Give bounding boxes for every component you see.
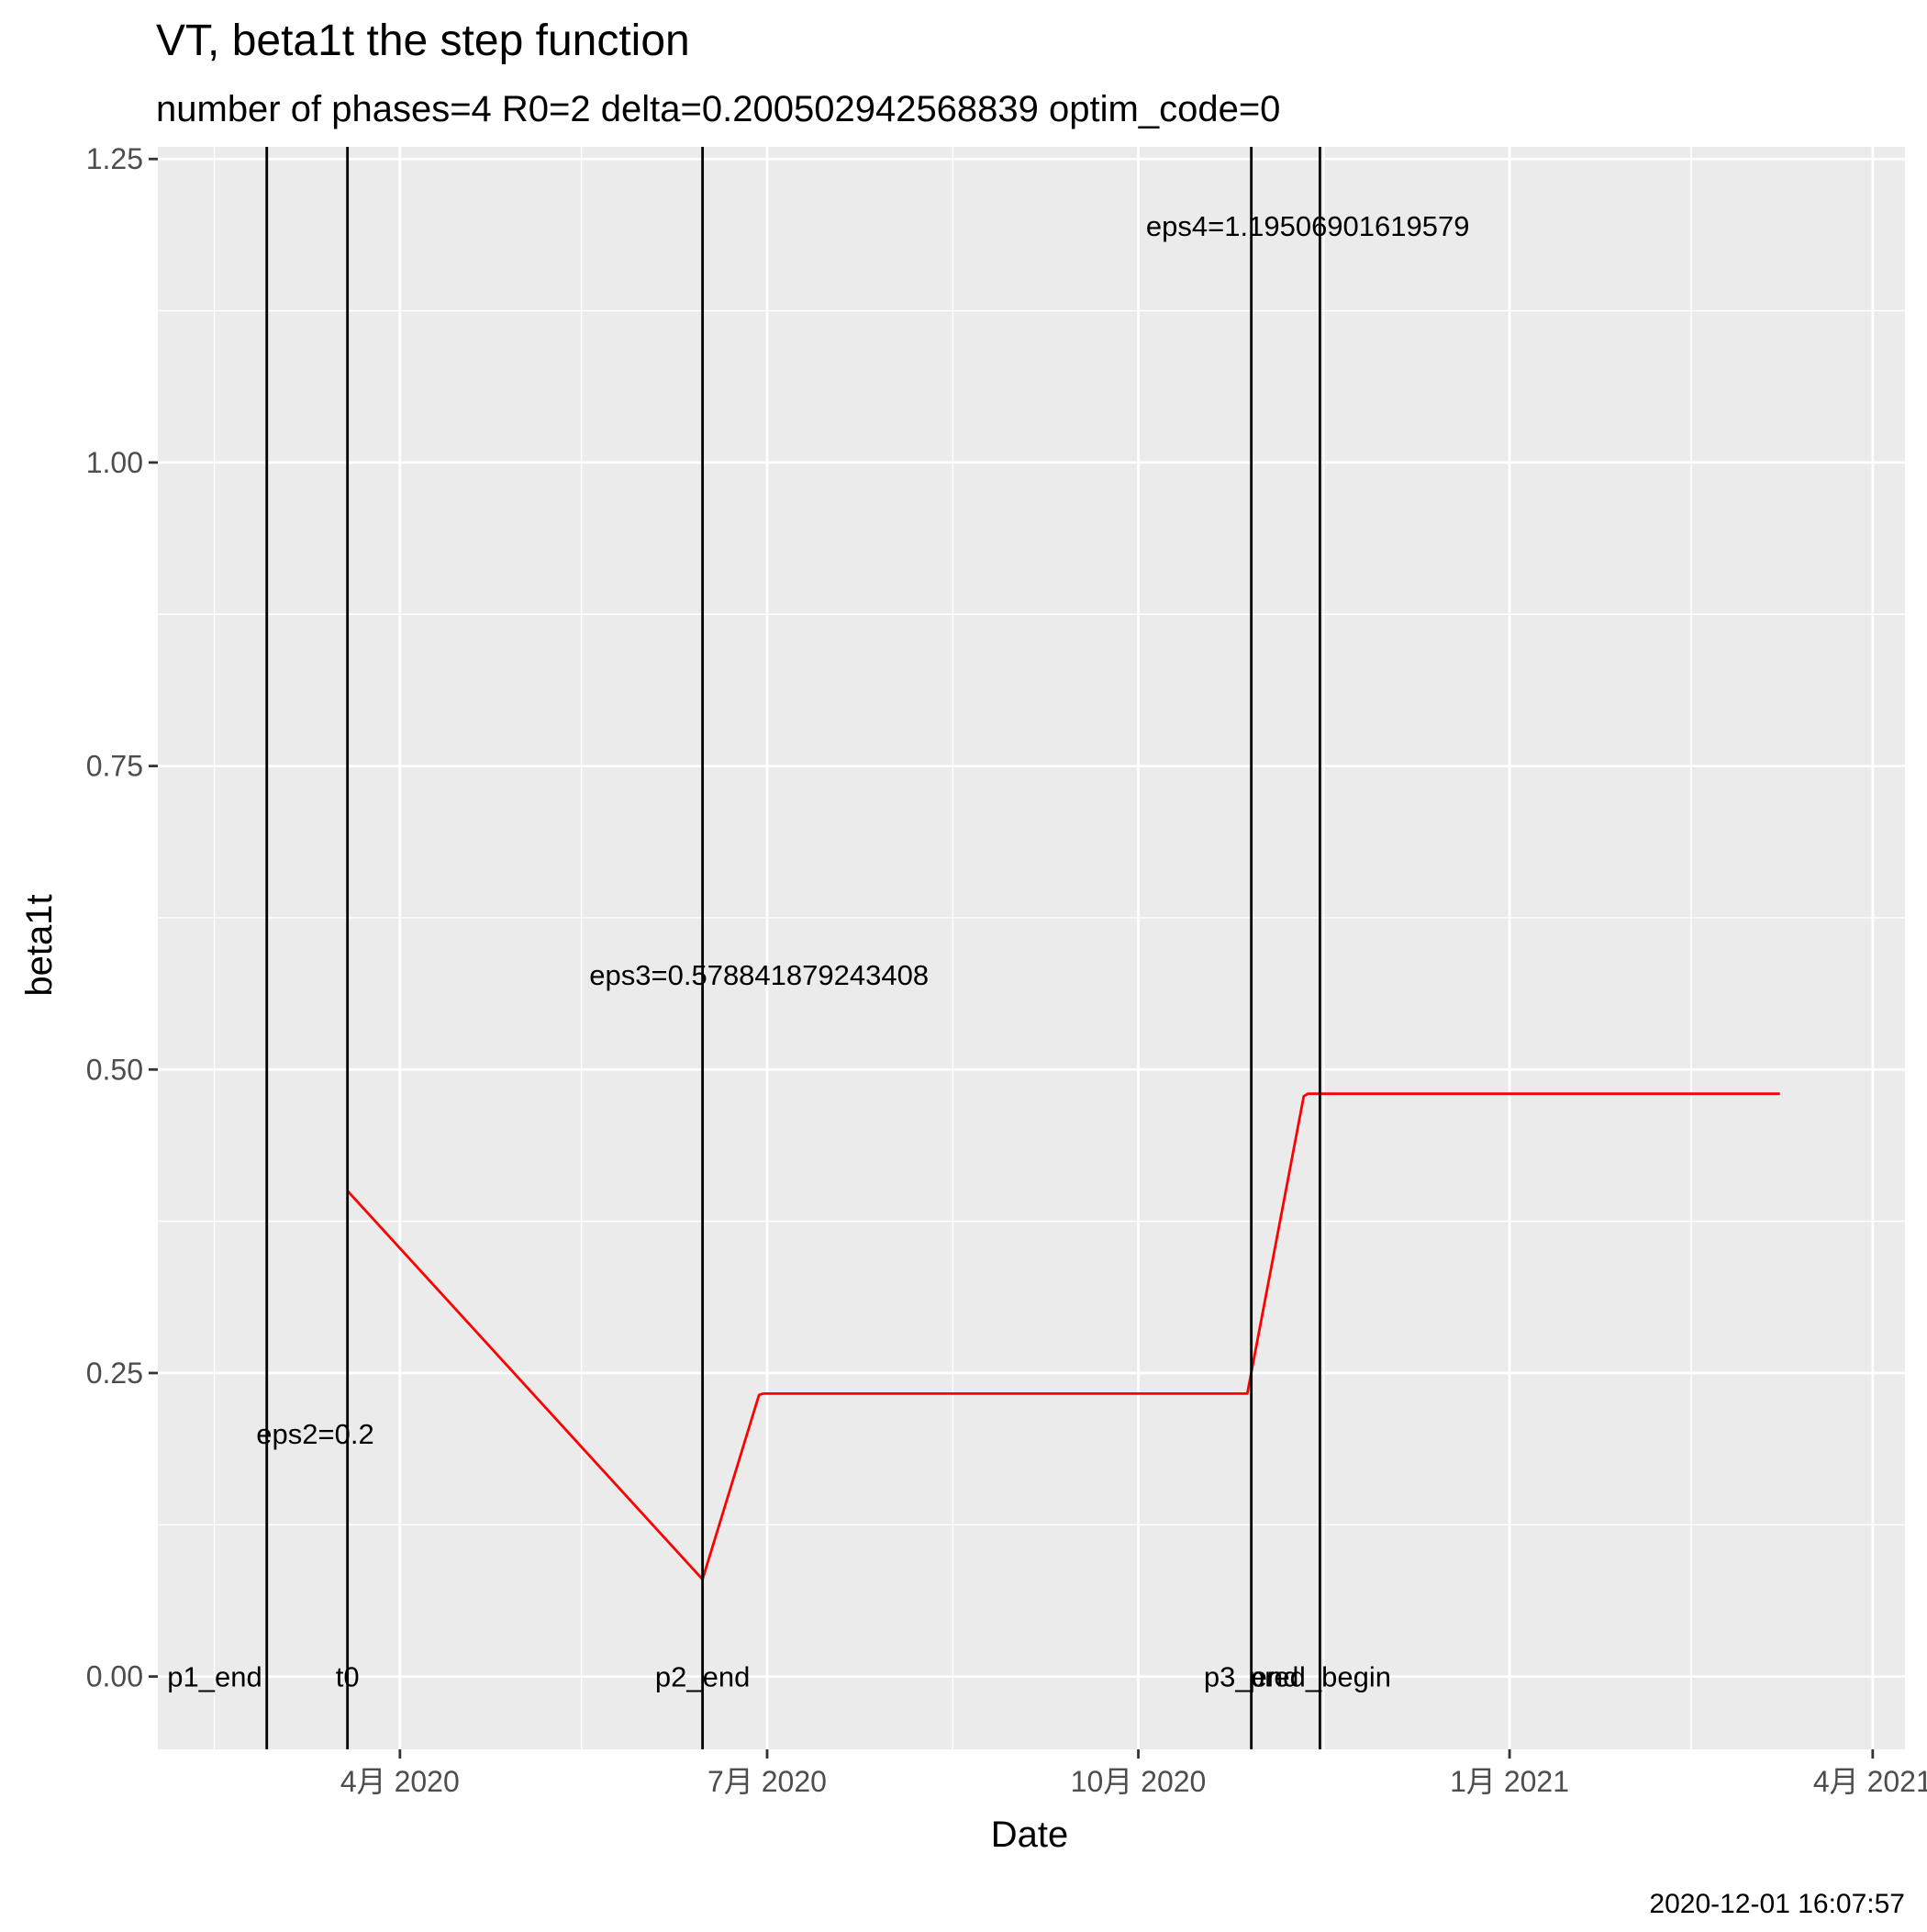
- vline-label: t0: [336, 1661, 360, 1693]
- chart-title: VT, beta1t the step function: [156, 17, 690, 65]
- x-tick-label: 7月 2020: [707, 1765, 827, 1798]
- y-tick-label: 0.50: [86, 1053, 143, 1086]
- series-layer: [346, 1092, 1780, 1581]
- y-tick-label: 0.25: [86, 1357, 143, 1390]
- y-axis: 0.00 0.25 0.50 0.75 1.00 1.25: [86, 142, 158, 1693]
- y-tick-label: 0.00: [86, 1660, 143, 1693]
- chart-subtitle: number of phases=4 R0=2 delta=0.20050294…: [156, 89, 1280, 129]
- x-tick-label: 1月 2021: [1450, 1765, 1569, 1798]
- y-tick-label: 0.75: [86, 750, 143, 783]
- x-tick-label: 10月 2020: [1071, 1765, 1207, 1798]
- vline-label: p2_end: [655, 1661, 750, 1693]
- y-axis-title: beta1t: [19, 894, 60, 996]
- x-axis: 4月 2020 7月 2020 10月 2020 1月 2021 4月 2021: [340, 1749, 1927, 1798]
- vline-label: pred_begin: [1249, 1661, 1391, 1693]
- grid-major: [158, 147, 1905, 1749]
- plot-caption: 2020-12-01 16:07:57: [1649, 1889, 1905, 1919]
- eps-annotation: eps4=1.19506901619579: [1146, 210, 1470, 242]
- eps-annotation: eps2=0.2: [256, 1418, 373, 1450]
- y-tick-label: 1.25: [86, 142, 143, 175]
- y-tick-label: 1.00: [86, 446, 143, 479]
- vline-label: p1_end: [167, 1661, 262, 1693]
- series-line: [346, 1092, 1780, 1581]
- x-tick-label: 4月 2021: [1813, 1765, 1927, 1798]
- annotation-layer: eps2=0.2 eps3=0.578841879243408 eps4=1.195…: [256, 210, 1469, 1450]
- plot-panel: [158, 147, 1905, 1749]
- x-axis-title: Date: [991, 1815, 1069, 1855]
- vline-label: p3_end: [1204, 1661, 1298, 1693]
- grid-minor: [158, 147, 1905, 1749]
- x-tick-label: 4月 2020: [340, 1765, 460, 1798]
- eps-annotation: eps3=0.578841879243408: [589, 959, 929, 991]
